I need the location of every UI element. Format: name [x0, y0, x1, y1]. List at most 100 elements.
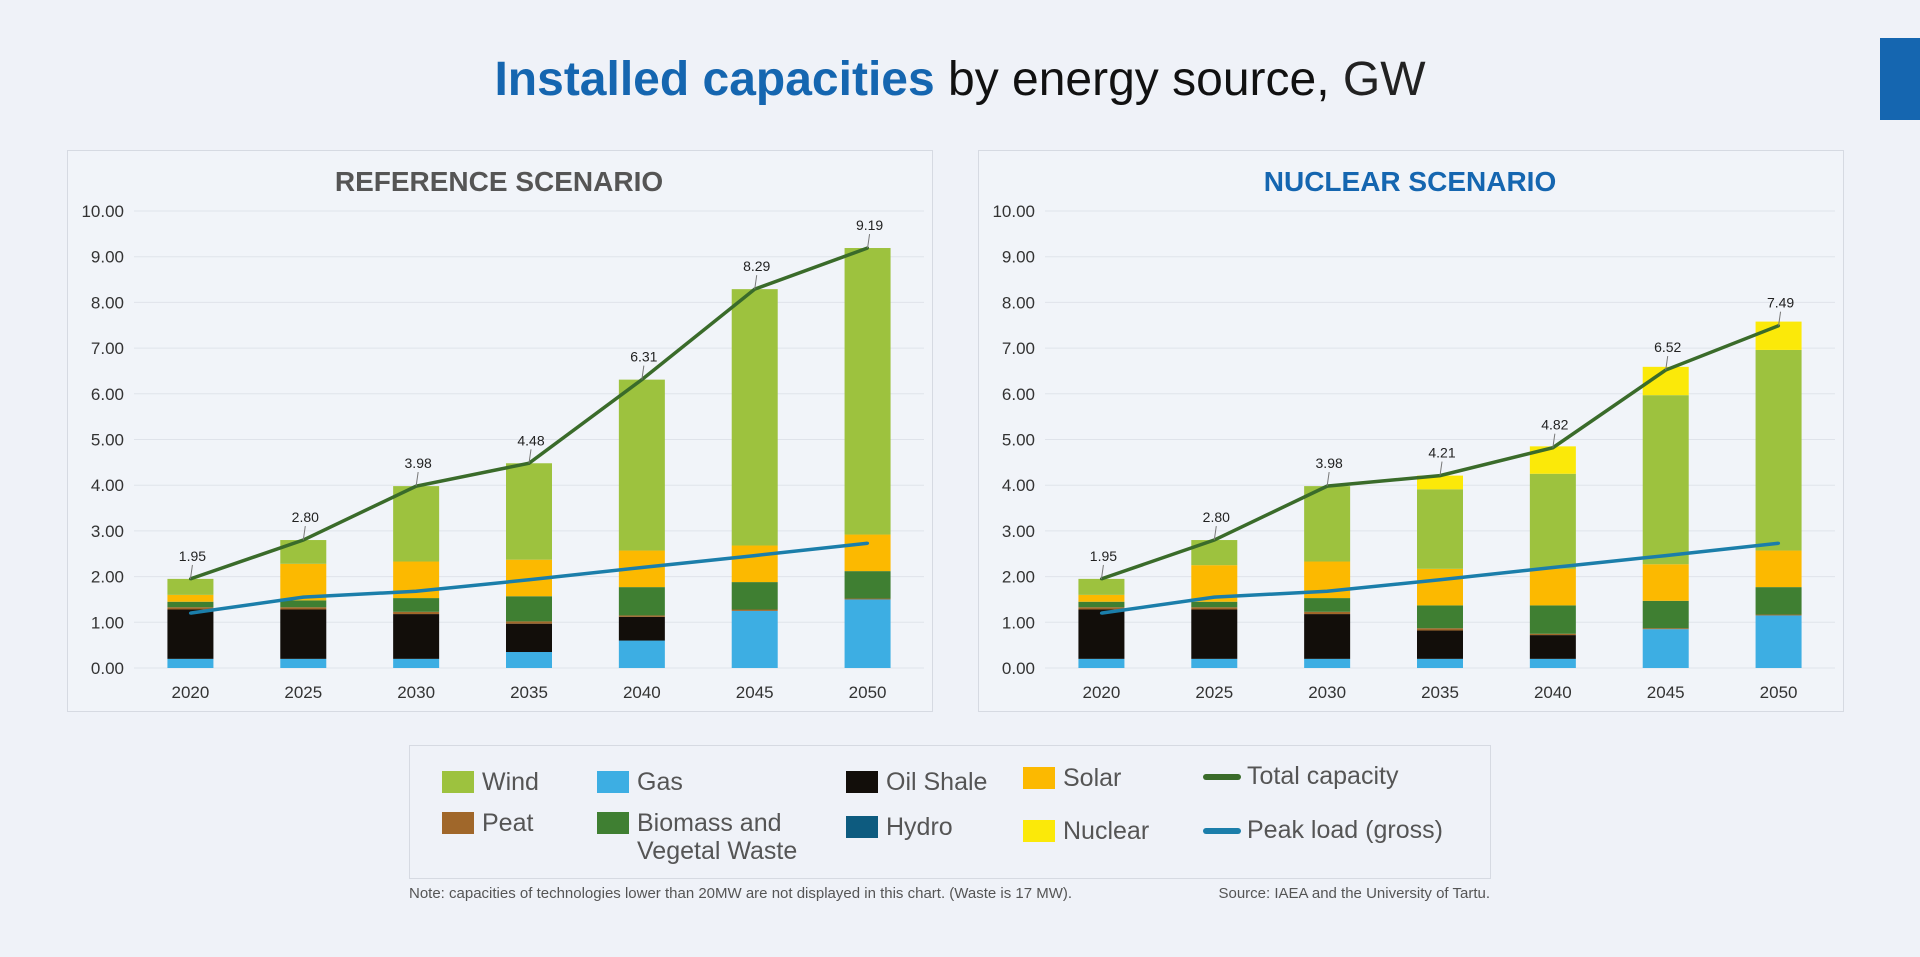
bar-segment-oil-shale: [1304, 614, 1351, 659]
point-peak-load-gross: [866, 541, 870, 545]
bar-segment-gas: [167, 658, 214, 668]
point-peak-load-gross: [1664, 554, 1668, 558]
data-label-leader: [302, 525, 306, 541]
data-label-leader: [641, 365, 645, 380]
legend-item-hydro: Hydro: [846, 813, 953, 841]
bar-segment-peat: [844, 598, 891, 600]
bar-segment-nuclear: [1417, 475, 1463, 490]
point-total-capacity: [1212, 538, 1216, 542]
y-tick-label: 10.00: [992, 202, 1035, 221]
data-label-leader: [867, 233, 871, 249]
data-label: 6.52: [1654, 339, 1681, 355]
bar-segment-gas: [1529, 658, 1576, 668]
y-tick-label: 0.00: [91, 659, 124, 678]
point-peak-load-gross: [301, 595, 305, 599]
x-tick-label: 2050: [849, 683, 887, 702]
legend-label: Peat: [482, 809, 534, 837]
legend-item-total-capacity: Total capacity: [1203, 762, 1398, 790]
x-tick-label: 2025: [1195, 683, 1233, 702]
bar-segment-gas: [1078, 658, 1125, 668]
y-tick-label: 3.00: [91, 522, 124, 541]
x-tick-label: 2035: [1421, 683, 1459, 702]
bar-segment-oil-shale: [1078, 609, 1125, 659]
point-total-capacity: [1325, 484, 1329, 488]
legend-label: Wind: [482, 768, 539, 796]
legend-item-oil-shale: Oil Shale: [846, 768, 987, 796]
bar-segment-wind: [506, 463, 552, 560]
data-label-leader: [1326, 472, 1330, 487]
bar-segment-biomass-and-vegetal-waste: [844, 571, 891, 599]
legend-label: Nuclear: [1063, 817, 1150, 845]
legend-swatch: [1023, 820, 1055, 842]
legend-swatch: [846, 771, 878, 793]
point-peak-load-gross: [414, 589, 418, 593]
bar-segment-oil-shale: [167, 609, 214, 659]
data-label: 3.98: [1316, 455, 1343, 471]
y-tick-label: 9.00: [91, 248, 124, 267]
bar-segment-peat: [506, 621, 552, 624]
point-peak-load-gross: [1325, 589, 1329, 593]
point-peak-load-gross: [1212, 595, 1216, 599]
bar-segment-biomass-and-vegetal-waste: [1417, 605, 1463, 629]
data-label: 9.19: [856, 217, 883, 233]
bar-segment-wind: [1304, 486, 1351, 562]
bar-segment-gas: [1417, 658, 1463, 668]
data-label-leader: [189, 564, 193, 579]
legend-item-wind: Wind: [442, 768, 539, 796]
bar-segment-peat: [393, 611, 440, 615]
data-label-leader: [1213, 525, 1217, 541]
bar-segment-peat: [280, 607, 327, 610]
data-label-leader: [1665, 355, 1669, 371]
bar-segment-gas: [618, 640, 665, 668]
data-label-leader: [528, 449, 532, 464]
point-peak-load-gross: [1777, 541, 1781, 545]
legend-label: Peak load (gross): [1247, 816, 1443, 844]
bar-segment-solar: [1529, 568, 1576, 606]
bar-segment-wind: [1529, 473, 1576, 569]
reference-scenario-chart: REFERENCE SCENARIO 0.00 1.00 2.00 3.00 4.00 5.…: [67, 150, 933, 712]
legend-swatch: [597, 771, 629, 793]
bar-segment-wind: [731, 289, 778, 546]
bar-segment-oil-shale: [1191, 609, 1238, 659]
y-tick-label: 3.00: [1002, 522, 1035, 541]
bar-segment-gas: [844, 599, 891, 668]
x-tick-label: 2035: [510, 683, 548, 702]
y-tick-label: 5.00: [91, 431, 124, 450]
legend-swatch: [442, 812, 474, 834]
y-tick-label: 8.00: [91, 293, 124, 312]
page-title-unit: GW: [1329, 53, 1426, 106]
data-label-leader: [1552, 433, 1556, 448]
bar-segment-gas: [1304, 658, 1351, 668]
legend-item-nuclear: Nuclear: [1023, 817, 1149, 845]
bar-segment-peat: [1191, 607, 1238, 610]
bar-segment-oil-shale: [506, 623, 552, 653]
bar-segment-gas: [731, 610, 778, 668]
bar-segment-gas: [280, 658, 327, 668]
bar-segment-peat: [618, 615, 665, 617]
legend-swatch: [1203, 828, 1241, 834]
bar-segment-biomass-and-vegetal-waste: [1304, 598, 1351, 612]
bar-segment-peat: [1755, 614, 1802, 616]
chart-source: Source: IAEA and the University of Tartu…: [1218, 885, 1490, 902]
y-tick-label: 4.00: [1002, 476, 1035, 495]
y-tick-label: 8.00: [1002, 293, 1035, 312]
bar-segment-biomass-and-vegetal-waste: [393, 598, 440, 612]
point-peak-load-gross: [1438, 578, 1442, 582]
data-label-leader: [1778, 311, 1782, 326]
y-tick-label: 7.00: [91, 339, 124, 358]
bar-segment-solar: [280, 563, 327, 601]
bar-segment-wind: [1078, 578, 1125, 595]
point-peak-load-gross: [753, 554, 757, 558]
bar-segment-biomass-and-vegetal-waste: [1755, 587, 1802, 615]
chart-title: REFERENCE SCENARIO: [335, 166, 663, 197]
point-peak-load-gross: [1099, 611, 1103, 615]
bar-segment-peat: [1078, 607, 1125, 610]
y-tick-label: 6.00: [91, 385, 124, 404]
y-tick-label: 0.00: [1002, 659, 1035, 678]
data-label: 2.80: [1203, 509, 1230, 525]
bar-segment-peat: [1642, 628, 1689, 630]
bar-segment-wind: [280, 540, 327, 564]
y-tick-label: 6.00: [1002, 385, 1035, 404]
bar-segment-biomass-and-vegetal-waste: [280, 600, 327, 608]
x-tick-label: 2040: [1534, 683, 1572, 702]
